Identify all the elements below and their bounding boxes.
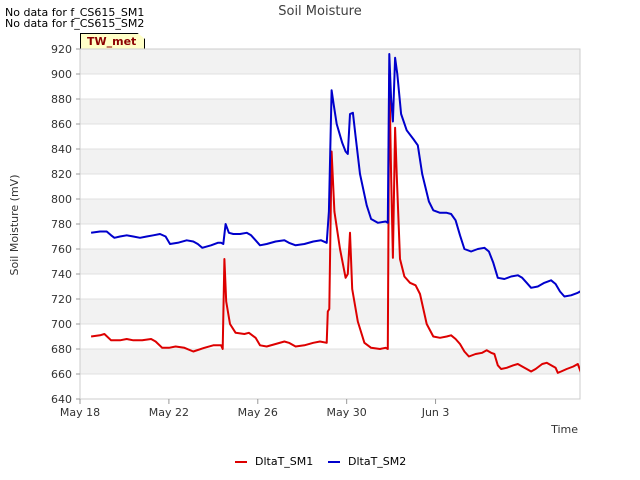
y-tick-label-760: 760 (51, 243, 72, 256)
y-tick-label-800: 800 (51, 193, 72, 206)
no-data-message-sm1: No data for f_CS615_SM1 (5, 6, 145, 19)
y-tick-label-660: 660 (51, 368, 72, 381)
legend-label-dltat_sm1: DltaT_SM1 (255, 455, 313, 468)
x-tick-label-12: May 30 (327, 406, 367, 419)
y-tick-label-920: 920 (51, 43, 72, 56)
y-tick-label-680: 680 (51, 343, 72, 356)
y-tick-label-700: 700 (51, 318, 72, 331)
x-tick-label-8: May 26 (238, 406, 278, 419)
x-tick-label-0: May 18 (60, 406, 100, 419)
y-tick-label-880: 880 (51, 93, 72, 106)
legend: DltaT_SM1 DltaT_SM2 (235, 455, 406, 468)
y-tick-label-720: 720 (51, 293, 72, 306)
x-axis-ticks: May 18 May 22 May 26 May 30 Jun 3 (60, 399, 450, 419)
y-tick-label-740: 740 (51, 268, 72, 281)
y-axis-ticks: 640 660 680 700 720 740 760 780 800 820 840 860 880 9… (51, 43, 80, 406)
y-tick-label-900: 900 (51, 68, 72, 81)
y-tick-label-640: 640 (51, 393, 72, 406)
y-tick-label-780: 780 (51, 218, 72, 231)
x-tick-label-4: May 22 (149, 406, 189, 419)
legend-label-dltat_sm2: DltaT_SM2 (348, 455, 406, 468)
y-tick-label-860: 860 (51, 118, 72, 131)
chart-title: Soil Moisture (278, 4, 362, 19)
no-data-message-sm2: No data for f_CS615_SM2 (5, 17, 145, 30)
x-axis-label: Time (550, 423, 578, 436)
series-line-dltat_sm2 (90, 53, 580, 298)
band-660 (80, 349, 580, 374)
series-layer (90, 53, 580, 374)
y-tick-label-820: 820 (51, 168, 72, 181)
series-line-dltat_sm1 (90, 73, 580, 374)
y-tick-label-840: 840 (51, 143, 72, 156)
band-900 (80, 49, 580, 74)
y-axis-label: Soil Moisture (mV) (8, 175, 21, 276)
x-tick-label-16: Jun 3 (421, 406, 450, 419)
station-badge: TW_met (80, 33, 146, 51)
